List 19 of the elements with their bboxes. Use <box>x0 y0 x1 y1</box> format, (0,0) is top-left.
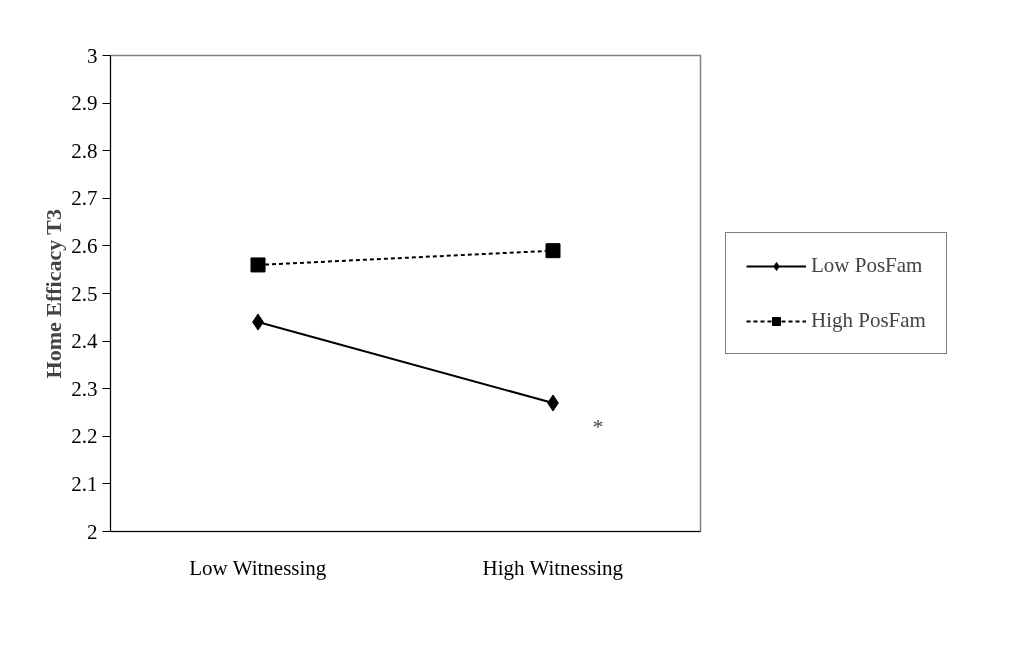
point <box>545 243 561 259</box>
y-tick-label: 2.8 <box>71 138 98 163</box>
y-tick-label: 3 <box>87 43 98 68</box>
y-tick-label: 2.2 <box>71 424 98 449</box>
y-tick-label: 2.1 <box>71 471 98 496</box>
y-tick-label: 2.4 <box>71 329 98 354</box>
legend-label: Low PosFam <box>811 253 923 278</box>
y-tick-label: 2.7 <box>71 186 98 211</box>
y-tick-label: 2.9 <box>71 91 98 116</box>
y-tick-label: 2.5 <box>71 281 98 306</box>
point <box>250 257 266 273</box>
annotation: * <box>592 414 604 440</box>
y-tick-label: 2.6 <box>71 233 98 258</box>
y-tick-label: 2.3 <box>71 376 98 401</box>
x-tick-label: High Witnessing <box>482 555 624 580</box>
legend-label: High PosFam <box>811 308 926 333</box>
x-tick-label: Low Witnessing <box>189 555 327 580</box>
y-axis-title: Home Efficacy T3 <box>41 208 67 379</box>
y-tick-label: 2 <box>87 519 98 544</box>
